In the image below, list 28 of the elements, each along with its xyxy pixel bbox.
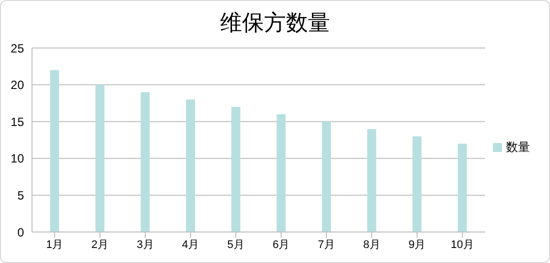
- bar: [95, 84, 104, 232]
- x-tick-label: 2月: [91, 238, 109, 251]
- bar: [231, 106, 240, 232]
- bar: [140, 92, 150, 232]
- bar: [458, 144, 467, 232]
- bar: [367, 128, 376, 232]
- x-tick-label: 7月: [318, 238, 336, 251]
- y-tick-label: 20: [10, 78, 24, 92]
- bar: [186, 100, 196, 232]
- y-tick-label: 25: [10, 41, 24, 56]
- x-tick-label: 4月: [182, 238, 200, 251]
- bar: [412, 136, 422, 232]
- x-tick-label: 8月: [363, 238, 380, 251]
- x-tick-label: 9月: [408, 238, 426, 251]
- x-tick-label: 6月: [272, 238, 290, 251]
- y-tick-label: 5: [17, 188, 24, 202]
- x-tick-label: 5月: [227, 238, 244, 251]
- x-tick-label: 1月: [46, 238, 64, 251]
- bar: [50, 70, 60, 232]
- y-tick-label: 0: [17, 225, 24, 240]
- y-tick-label: 10: [10, 152, 24, 166]
- x-tick-label: 3月: [136, 238, 154, 251]
- bar: [276, 114, 286, 232]
- y-tick-label: 15: [10, 114, 24, 129]
- bar: [322, 122, 331, 232]
- x-tick-label: 10月: [450, 238, 474, 251]
- chart-title: 维保方数量: [219, 9, 331, 37]
- legend-label: 数量: [506, 140, 530, 154]
